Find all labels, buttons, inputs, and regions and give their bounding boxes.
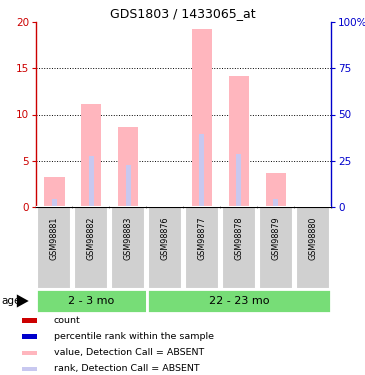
Text: rank, Detection Call = ABSENT: rank, Detection Call = ABSENT xyxy=(54,364,199,373)
Bar xyxy=(22,334,36,339)
Text: GSM98879: GSM98879 xyxy=(271,217,280,261)
Text: 2 - 3 mo: 2 - 3 mo xyxy=(68,296,115,306)
FancyBboxPatch shape xyxy=(296,207,330,289)
Text: GSM98880: GSM98880 xyxy=(308,217,317,260)
FancyBboxPatch shape xyxy=(147,289,331,313)
FancyBboxPatch shape xyxy=(36,289,147,313)
Bar xyxy=(22,367,36,371)
FancyBboxPatch shape xyxy=(259,207,293,289)
Bar xyxy=(44,177,65,207)
FancyBboxPatch shape xyxy=(38,207,72,289)
Bar xyxy=(22,318,36,322)
Bar xyxy=(52,199,57,207)
Text: GSM98881: GSM98881 xyxy=(50,217,59,260)
Bar xyxy=(228,76,249,207)
FancyBboxPatch shape xyxy=(148,207,182,289)
Text: count: count xyxy=(54,316,81,325)
Text: age: age xyxy=(2,296,21,306)
Bar xyxy=(118,128,138,207)
Bar xyxy=(192,29,212,207)
Bar xyxy=(89,156,94,207)
FancyBboxPatch shape xyxy=(111,207,145,289)
Bar xyxy=(22,351,36,355)
FancyBboxPatch shape xyxy=(74,207,108,289)
Text: value, Detection Call = ABSENT: value, Detection Call = ABSENT xyxy=(54,348,204,357)
Text: GSM98878: GSM98878 xyxy=(234,217,243,260)
Text: GSM98877: GSM98877 xyxy=(197,217,207,261)
Text: GDS1803 / 1433065_at: GDS1803 / 1433065_at xyxy=(110,7,255,20)
Bar xyxy=(266,173,286,207)
Text: 22 - 23 mo: 22 - 23 mo xyxy=(208,296,269,306)
Bar xyxy=(273,199,278,207)
Bar xyxy=(81,104,101,207)
Text: percentile rank within the sample: percentile rank within the sample xyxy=(54,332,214,341)
Bar xyxy=(236,154,241,207)
Text: GSM98876: GSM98876 xyxy=(161,217,170,260)
Bar xyxy=(199,134,204,207)
Text: GSM98883: GSM98883 xyxy=(124,217,133,260)
Text: GSM98882: GSM98882 xyxy=(87,217,96,260)
FancyBboxPatch shape xyxy=(185,207,219,289)
Bar xyxy=(126,165,131,207)
FancyBboxPatch shape xyxy=(222,207,256,289)
